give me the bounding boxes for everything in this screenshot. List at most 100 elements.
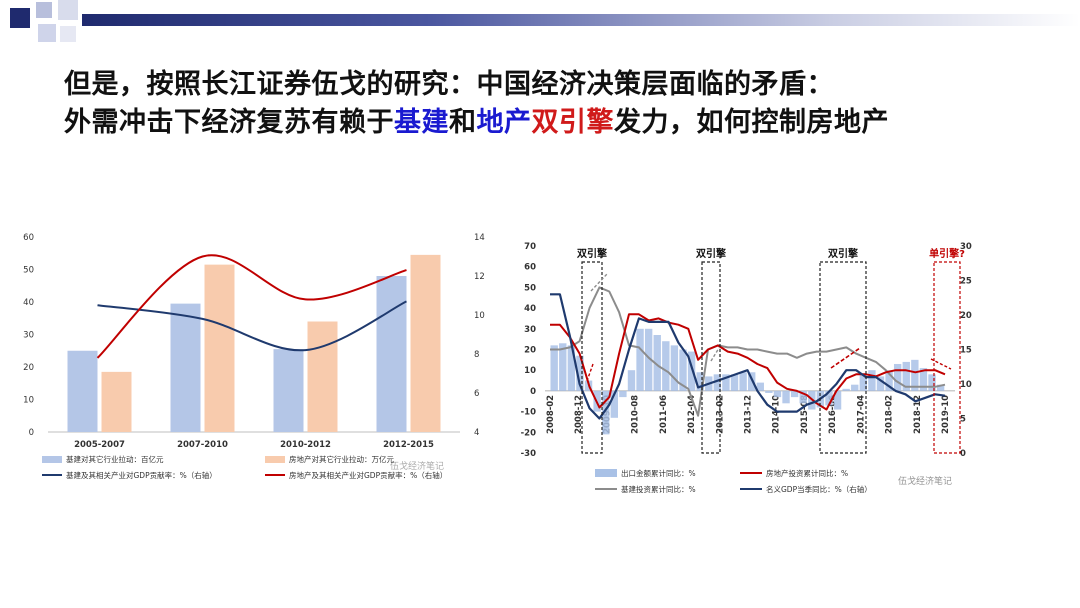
title-line-2-prefix: 外需冲击下经济复苏有赖于 xyxy=(64,107,394,138)
bar xyxy=(833,390,842,410)
bar xyxy=(610,390,618,418)
bar xyxy=(893,363,902,391)
bar xyxy=(670,345,679,391)
trend-arrow xyxy=(586,363,594,382)
bar xyxy=(876,376,885,391)
x-tick-label: 2015-08 xyxy=(800,395,810,434)
y-tick-label: 40 xyxy=(524,304,536,314)
y2-tick-label: 20 xyxy=(960,311,972,321)
annotation-label: 双引擎 xyxy=(696,247,726,260)
bar xyxy=(619,390,627,398)
bar xyxy=(859,374,868,391)
decor-square xyxy=(10,8,30,28)
bar xyxy=(739,372,747,391)
bar xyxy=(773,390,782,398)
x-tick-label: 2007-2010 xyxy=(177,440,228,450)
bar xyxy=(376,276,407,432)
x-tick-label: 2019-10 xyxy=(941,395,951,434)
y2-tick-label: 6 xyxy=(474,389,479,399)
y-tick-label: 10 xyxy=(23,396,34,406)
decor-square xyxy=(38,24,56,42)
x-tick-label: 2011-06 xyxy=(659,395,669,434)
header-gradient-bar xyxy=(82,14,1080,26)
y-tick-label: -10 xyxy=(521,408,536,418)
bar xyxy=(842,388,850,391)
bar xyxy=(627,370,636,391)
bar xyxy=(410,254,441,432)
y2-tick-label: 30 xyxy=(960,242,972,252)
decor-square xyxy=(60,26,76,42)
annotation-box xyxy=(933,261,961,454)
trend-arrow xyxy=(930,358,952,370)
x-tick-label: 2008-02 xyxy=(546,395,556,434)
bar xyxy=(919,368,928,391)
y-tick-label: 70 xyxy=(524,242,536,252)
y2-tick-label: 8 xyxy=(474,350,479,360)
bar xyxy=(567,345,576,391)
title-line-2-suffix: 发力，如何控制房地产 xyxy=(614,107,889,138)
x-tick-label: 2014-10 xyxy=(772,395,782,434)
legend-label: 基建投资累计同比：% xyxy=(621,484,696,494)
legend-swatch xyxy=(42,456,62,463)
y2-tick-label: 14 xyxy=(474,233,485,243)
trend-arrow xyxy=(830,347,861,369)
title-line-2-he: 和 xyxy=(449,107,477,138)
legend-label: 房地产对其它行业拉动：万亿元 xyxy=(289,454,394,464)
y-tick-label: 0 xyxy=(29,428,34,438)
series-line xyxy=(97,300,407,352)
series-line xyxy=(550,293,946,420)
y-tick-label: 20 xyxy=(23,363,34,373)
x-tick-label: 2012-2015 xyxy=(383,440,434,450)
bar xyxy=(550,345,558,391)
y-tick-label: 40 xyxy=(23,298,34,308)
y-tick-label: 30 xyxy=(23,331,34,341)
y-tick-label: 30 xyxy=(524,325,536,335)
y2-tick-label: 25 xyxy=(960,277,972,287)
bar xyxy=(748,372,756,391)
x-tick-label: 2005-2007 xyxy=(74,440,125,450)
bar xyxy=(273,349,304,432)
title-highlight-dichan: 地产 xyxy=(476,107,532,138)
bar xyxy=(825,390,833,406)
right-chart: -30 -20 -10 0 10 20 30 40 50 60 70 0 5 10 15 20 25 30 2008… xyxy=(521,242,972,494)
bar xyxy=(851,384,859,391)
title-highlight-engine: 双引擎 xyxy=(531,107,614,138)
x-tick-label: 2018-02 xyxy=(885,395,895,434)
y-tick-label: 20 xyxy=(524,346,536,356)
bar xyxy=(559,343,567,391)
trend-arrow xyxy=(710,347,720,362)
bar xyxy=(902,361,910,391)
bar xyxy=(782,390,790,404)
bar xyxy=(101,371,132,432)
slide-title: 但是，按照长江证券伍戈的研究：中国经济决策层面临的矛盾： 外需冲击下经济复苏有赖… xyxy=(64,66,889,142)
bar xyxy=(928,374,936,391)
x-tick-label: 2018-12 xyxy=(913,395,923,434)
title-highlight-jijian: 基建 xyxy=(394,107,449,138)
bar xyxy=(307,321,338,432)
bar xyxy=(790,390,799,398)
bar xyxy=(868,370,876,391)
annotation-label: 双引擎 xyxy=(577,247,607,260)
watermark-text: 伍戈经济笔记 xyxy=(390,460,444,472)
y-tick-label: 50 xyxy=(524,283,536,293)
x-tick-label: 2010-08 xyxy=(631,395,641,434)
bar xyxy=(687,351,696,391)
legend-label: 出口金额累计同比：% xyxy=(621,468,696,478)
x-tick-label: 2012-04 xyxy=(687,395,697,434)
y2-tick-label: 12 xyxy=(474,272,485,282)
bar xyxy=(936,384,945,391)
slide-header-decoration xyxy=(0,0,1080,52)
decor-square xyxy=(36,2,52,18)
annotation-box xyxy=(819,261,867,454)
x-tick-label: 2013-12 xyxy=(744,395,754,434)
bar xyxy=(756,382,764,391)
decor-square xyxy=(58,0,78,20)
bar xyxy=(730,374,739,391)
trend-arrow xyxy=(590,273,608,292)
y-tick-label: 10 xyxy=(524,366,536,376)
x-tick-label: 2017-04 xyxy=(856,395,866,434)
bar xyxy=(722,374,730,391)
y2-tick-label: 5 xyxy=(960,415,966,425)
y2-tick-label: 10 xyxy=(474,311,485,321)
annotation-label: 单引擎? xyxy=(929,247,965,260)
